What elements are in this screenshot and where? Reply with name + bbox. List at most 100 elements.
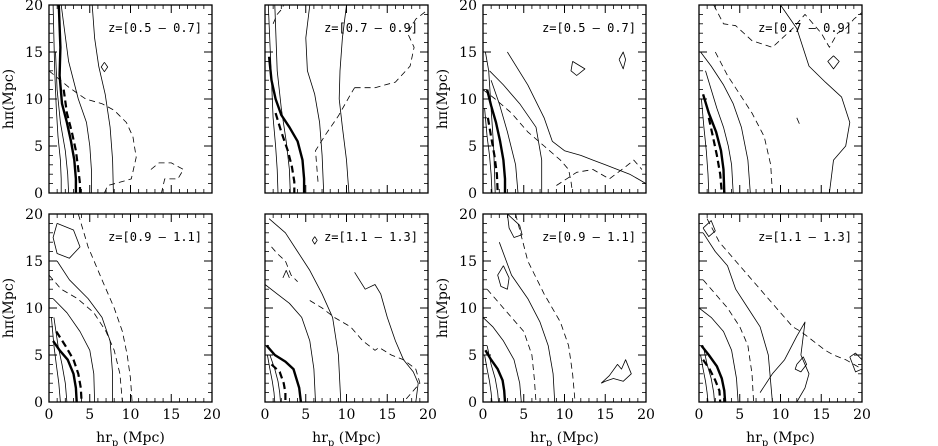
contour-line-thick-solid: [52, 340, 78, 402]
panel-redshift-label: z=[0.7 – 0.9]: [324, 21, 418, 35]
y-tick-label: 5: [468, 139, 477, 155]
contour-line-thin-solid: [780, 5, 851, 193]
y-tick-label: 20: [459, 0, 477, 14]
contour-line-thin-dashed: [309, 300, 421, 402]
y-axis-title: hπ(Mpc): [435, 69, 451, 129]
panel-redshift-label: z=[1.1 – 1.3]: [324, 230, 418, 244]
y-axis-title: hπ(Mpc): [435, 278, 451, 338]
panel-right-0: 0 5 10 15 20 hπ(Mpc) z=[0.5 – 0.7]: [435, 0, 647, 202]
contour-line-thin-solid: [794, 356, 807, 373]
contour-line-thin-solid: [486, 345, 499, 402]
x-tick-label: 15: [812, 407, 830, 423]
contour-line-thick-dashed: [702, 359, 722, 402]
contour-line-thin-solid: [618, 51, 626, 70]
y-tick-label: 20: [459, 207, 477, 223]
contour-line-thin-solid: [705, 70, 734, 193]
x-tick-label: 0: [479, 407, 488, 423]
contour-line-thin-dashed: [702, 279, 754, 402]
contour-line-thin-dashed: [706, 218, 862, 370]
x-axis-title-subscript: p: [112, 438, 118, 446]
y-tick-label: 20: [25, 207, 43, 223]
x-axis-title: hrp (Mpc): [530, 430, 599, 446]
contour-line-thin-solid: [354, 272, 419, 402]
x-tick-label: 5: [301, 407, 310, 423]
contour-line-thin-solid: [700, 51, 751, 193]
contour-line-thick-solid: [57, 5, 78, 193]
y-tick-label: 5: [34, 348, 43, 364]
contour-line-thin-solid: [483, 317, 522, 402]
contour-line-thick-dashed: [62, 89, 82, 193]
contour-line-thick-solid: [701, 93, 726, 193]
panel-left-2: 0 5 10 15 20 hπ(Mpc) 0 5 10 15 20 hrp (Mpc) z=[0.9 –…: [1, 207, 221, 446]
contour-line-thin-solid: [52, 298, 95, 402]
contour-line-thin-dashed: [556, 159, 643, 186]
contour-line-thin-dashed: [315, 87, 355, 182]
panel-redshift-label: z=[1.1 – 1.3]: [758, 230, 852, 244]
panel-redshift-label: z=[0.5 – 0.7]: [542, 21, 636, 35]
panel-redshift-label: z=[0.9 – 1.1]: [542, 230, 636, 244]
contour-line-thin-solid: [282, 269, 290, 279]
x-axis-title-unit: (Mpc): [768, 430, 815, 446]
contour-line-thin-dashed: [713, 5, 862, 48]
contour-line-thin-dashed: [271, 246, 298, 282]
panel-right-2: 0 5 10 15 20 hπ(Mpc) 0 5 10 15 20 hrp (Mpc) z=[0.9 –…: [435, 207, 655, 446]
x-axis-title: hrp (Mpc): [96, 430, 165, 446]
y-tick-label: 0: [468, 395, 477, 411]
panel-right-1: z=[0.7 – 0.9]: [698, 4, 863, 194]
contour-line-thin-solid: [702, 232, 773, 402]
y-tick-label: 5: [34, 139, 43, 155]
contour-line-thin-dashed: [515, 214, 576, 402]
x-tick-label: 0: [45, 407, 54, 423]
x-axis-title-unit: (Mpc): [334, 430, 381, 446]
y-axis-title: hπ(Mpc): [1, 278, 17, 338]
contour-line-thick-dashed: [486, 117, 499, 193]
x-tick-label: 15: [162, 407, 180, 423]
x-axis-title-subscript: p: [762, 438, 768, 446]
contour-line-thin-solid: [311, 236, 318, 245]
x-axis-title-unit: (Mpc): [552, 430, 599, 446]
contour-line-thin-solid: [796, 117, 800, 124]
contour-line-thin-dashed: [483, 89, 573, 193]
contour-line-thin-dashed: [77, 214, 133, 402]
panel-left-3: 0 5 10 15 20 hrp (Mpc) z=[1.1 – 1.3]: [261, 213, 437, 446]
contour-line-thin-solid: [507, 214, 523, 238]
contour-line-thin-solid: [849, 352, 862, 373]
x-axis-title-main: hr: [530, 430, 546, 446]
contour-line-thin-solid: [274, 5, 291, 193]
x-tick-label: 10: [772, 407, 790, 423]
contour-line-thin-solid: [338, 5, 350, 193]
contour-line-thin-solid: [699, 307, 739, 402]
panel-series-group: [49, 5, 184, 193]
panel-series-group: [267, 5, 428, 193]
y-tick-label: 15: [25, 45, 43, 61]
contour-line-thin-dashed: [49, 70, 137, 193]
x-tick-label: 5: [519, 407, 528, 423]
x-tick-label: 10: [338, 407, 356, 423]
contour-line-thick-solid: [700, 344, 727, 402]
contour-line-thin-solid: [490, 80, 519, 193]
contour-line-thin-solid: [267, 5, 279, 193]
contour-line-thin-dashed: [49, 274, 123, 402]
y-tick-label: 15: [25, 254, 43, 270]
contour-line-thick-solid: [267, 56, 306, 193]
contour-line-thin-solid: [485, 51, 496, 193]
contour-line-thin-solid: [52, 223, 81, 259]
contour-line-thin-dashed: [486, 288, 537, 402]
panel-series-group: [49, 214, 133, 402]
contour-line-thin-solid: [489, 70, 543, 193]
x-axis-title-main: hr: [96, 430, 112, 446]
x-tick-label: 0: [695, 407, 704, 423]
contour-line-thin-solid: [507, 51, 646, 184]
x-axis-title-subscript: p: [328, 438, 334, 446]
x-tick-label: 15: [378, 407, 396, 423]
contour-line-thick-dashed: [707, 117, 723, 193]
contour-line-thin-solid: [268, 218, 342, 402]
panel-right-3: 0 5 10 15 20 hrp (Mpc) z=[1.1 – 1.3]: [695, 213, 871, 446]
y-tick-label: 0: [34, 186, 43, 202]
contour-line-thin-dashed: [714, 51, 773, 193]
contour-line-thin-solid: [52, 5, 62, 193]
y-tick-label: 15: [459, 254, 477, 270]
x-axis-title-main: hr: [746, 430, 762, 446]
contour-line-thin-solid: [570, 61, 586, 76]
contour-line-thin-solid: [702, 345, 715, 402]
